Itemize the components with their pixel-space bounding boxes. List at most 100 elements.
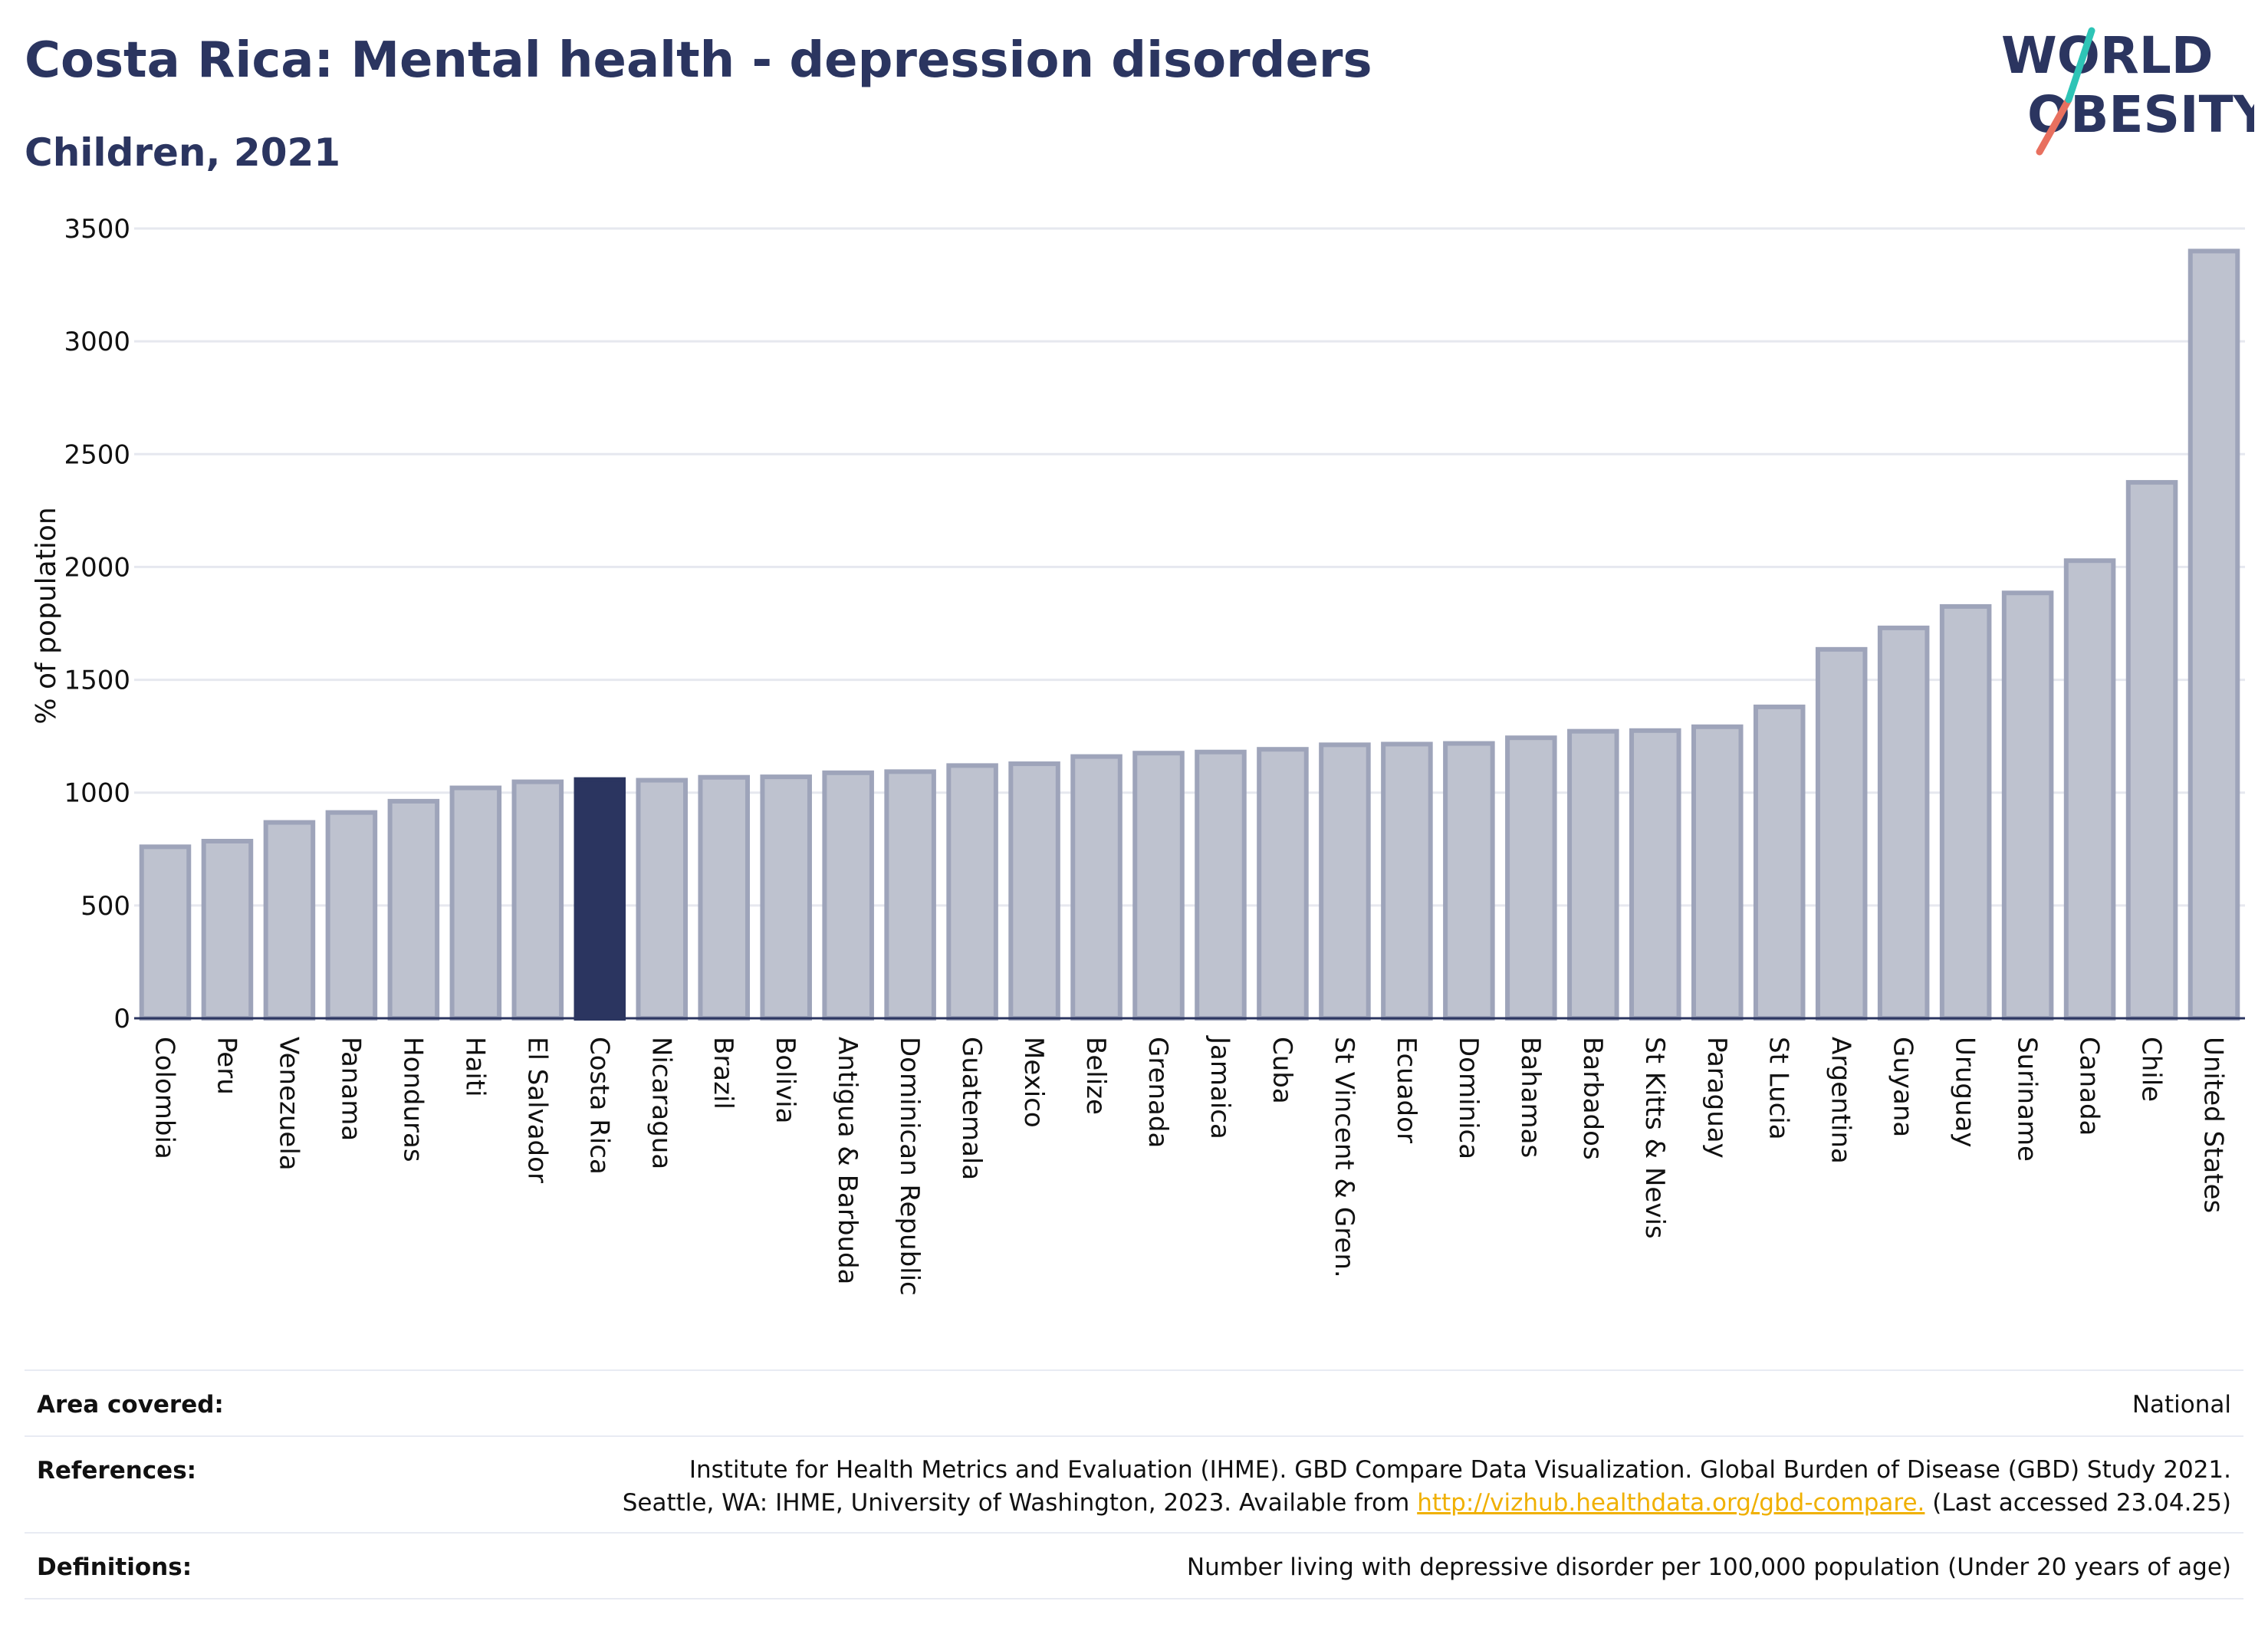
- bar: [1691, 724, 1744, 1021]
- x-tick-label: Paraguay: [1701, 1037, 1732, 1159]
- bar: [1319, 742, 1371, 1021]
- chart-footer: Area covered: National References: Insti…: [25, 1369, 2243, 1599]
- x-tick-label: Antigua & Barbuda: [832, 1037, 863, 1284]
- x-tick-label: Haiti: [459, 1037, 490, 1097]
- footer-row-definitions: Definitions: Number living with depressi…: [25, 1532, 2243, 1599]
- x-tick-label: Brazil: [708, 1037, 738, 1110]
- y-tick-label: 3000: [64, 327, 130, 357]
- x-tick-label: Colombia: [149, 1037, 179, 1159]
- x-tick-label: St Kitts & Nevis: [1639, 1037, 1670, 1239]
- y-tick-label: 1500: [64, 666, 130, 696]
- bar: [139, 844, 192, 1021]
- x-tick-label: Bahamas: [1515, 1037, 1546, 1158]
- references-line-1: Institute for Health Metrics and Evaluat…: [689, 1456, 2231, 1484]
- bar: [1567, 728, 1619, 1021]
- bar: [1815, 646, 1868, 1021]
- x-tick-label: Venezuela: [273, 1037, 304, 1171]
- y-tick-label: 0: [113, 1004, 130, 1034]
- bar-highlighted: [574, 777, 626, 1021]
- bar: [2063, 558, 2116, 1021]
- bar: [760, 774, 812, 1021]
- references-label: References:: [37, 1457, 197, 1484]
- y-axis-ticks: 0 500 1000 1500 2000 2500 3000 3500: [64, 214, 130, 1034]
- x-tick-label: Nicaragua: [646, 1037, 676, 1169]
- logo-text-obesity: OBESITY: [2027, 85, 2254, 144]
- bar: [946, 763, 998, 1021]
- world-obesity-logo: WORLD OBESITY: [2001, 26, 2254, 156]
- bar: [2001, 590, 2054, 1021]
- x-tick-label: Guatemala: [956, 1037, 987, 1180]
- logo-text-world: WORLD: [2001, 26, 2214, 85]
- bar: [325, 810, 378, 1021]
- x-tick-label: Mexico: [1018, 1037, 1049, 1128]
- bar: [1505, 735, 1557, 1021]
- x-tick-label: United States: [2198, 1037, 2229, 1213]
- bar: [698, 774, 750, 1021]
- footer-row-area: Area covered: National: [25, 1369, 2243, 1435]
- bar: [263, 820, 316, 1021]
- bar: [1629, 728, 1681, 1021]
- x-tick-label: Belize: [1080, 1037, 1111, 1115]
- bar: [511, 779, 564, 1021]
- area-covered-label: Area covered:: [37, 1391, 224, 1419]
- x-tick-label: Dominica: [1453, 1037, 1484, 1159]
- x-tick-label: Bolivia: [770, 1037, 800, 1123]
- x-axis-ticks: Colombia Peru Venezuela Panama Honduras Haiti…: [149, 1035, 2228, 1296]
- x-tick-label: Peru: [211, 1037, 242, 1095]
- x-tick-label: Costa Rica: [583, 1037, 614, 1175]
- x-tick-label: St Vincent & Gren.: [1329, 1037, 1359, 1278]
- definitions-value: Number living with depressive disorder p…: [1186, 1553, 2231, 1581]
- definitions-label: Definitions:: [37, 1553, 192, 1581]
- bar: [1877, 625, 1930, 1021]
- x-tick-label: Argentina: [1826, 1037, 1856, 1164]
- bar: [201, 838, 254, 1021]
- references-accessed-text: (Last accessed 23.04.25): [1925, 1489, 2231, 1517]
- bar: [449, 785, 502, 1021]
- x-tick-label: Chile: [2136, 1037, 2167, 1102]
- bar: [1070, 754, 1122, 1021]
- y-tick-label: 2500: [64, 439, 130, 470]
- bars: [139, 248, 2240, 1021]
- x-tick-label: Panama: [335, 1037, 366, 1141]
- references-line-2: Seattle, WA: IHME, University of Washing…: [623, 1487, 2231, 1520]
- logo-slash-teal: [2065, 27, 2095, 104]
- x-tick-label: Ecuador: [1391, 1037, 1422, 1143]
- references-value: Institute for Health Metrics and Evaluat…: [623, 1454, 2231, 1520]
- references-link[interactable]: http://vizhub.healthdata.org/gbd-compare…: [1417, 1489, 1925, 1517]
- bar: [1132, 751, 1185, 1021]
- area-covered-value: National: [2132, 1391, 2231, 1419]
- bar-chart: 0 500 1000 1500 2000 2500 3000 3500 Colombia Per…: [31, 214, 2245, 1296]
- footer-row-references: References: Institute for Health Metrics…: [25, 1435, 2243, 1532]
- x-tick-label: Dominican Republic: [894, 1037, 925, 1296]
- y-tick-label: 500: [81, 891, 130, 922]
- x-tick-label: Canada: [2074, 1037, 2105, 1136]
- bar: [1195, 749, 1247, 1021]
- bar: [636, 778, 689, 1021]
- x-tick-label: St Lucia: [1763, 1037, 1794, 1140]
- bar: [2187, 248, 2240, 1021]
- chart-title: Costa Rica: Mental health - depression d…: [25, 32, 1372, 89]
- y-tick-label: 3500: [64, 214, 130, 245]
- bar: [1008, 761, 1060, 1021]
- bar: [1443, 741, 1495, 1021]
- x-tick-label: Suriname: [2012, 1037, 2043, 1162]
- y-axis-label: % of population: [31, 507, 62, 724]
- logo-slash-coral: [2036, 96, 2072, 156]
- bar: [1939, 603, 1992, 1021]
- x-tick-label: Barbados: [1577, 1037, 1608, 1160]
- y-tick-label: 1000: [64, 778, 130, 809]
- bar: [822, 770, 874, 1021]
- x-tick-label: Grenada: [1142, 1037, 1173, 1148]
- x-tick-label: Guyana: [1888, 1037, 1918, 1137]
- chart-subtitle: Children, 2021: [25, 130, 341, 175]
- x-tick-label: Honduras: [397, 1037, 428, 1162]
- references-line-2-text: Seattle, WA: IHME, University of Washing…: [622, 1489, 1418, 1517]
- y-tick-label: 2000: [64, 552, 130, 583]
- bar: [1381, 741, 1433, 1021]
- x-tick-label: El Salvador: [521, 1037, 552, 1183]
- x-tick-label: Cuba: [1267, 1037, 1297, 1104]
- bar: [387, 798, 440, 1021]
- bar: [1753, 704, 1806, 1021]
- bar: [884, 769, 936, 1021]
- bar: [2125, 480, 2178, 1021]
